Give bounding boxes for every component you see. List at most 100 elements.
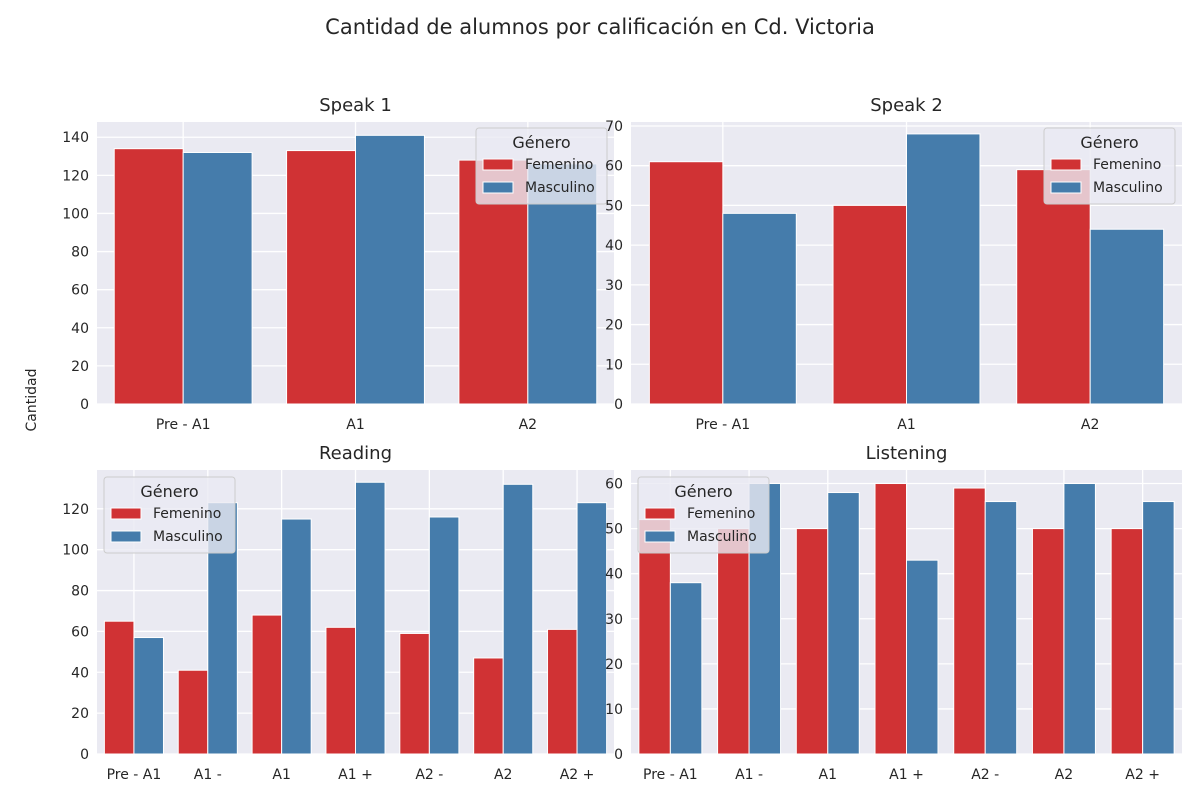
bar-femenino-2 — [1016, 169, 1091, 405]
bar-masculino-6 — [576, 502, 608, 755]
bar-femenino-2 — [795, 528, 829, 755]
y-tick-label: 60 — [71, 283, 89, 299]
legend-swatch-femenino — [644, 507, 676, 520]
y-tick-label: 40 — [605, 238, 623, 254]
bar-femenino-0 — [648, 161, 724, 405]
bar-femenino-0 — [103, 620, 135, 755]
bar-masculino-0 — [722, 212, 797, 405]
bar-masculino-5 — [502, 483, 534, 755]
y-tick-label: 20 — [605, 657, 623, 673]
bar-masculino-0 — [133, 637, 164, 755]
y-tick-label: 50 — [605, 198, 623, 214]
legend: Género Femenino Masculino — [475, 127, 608, 205]
x-tick-label: A2 — [1081, 417, 1099, 433]
y-tick-label: 0 — [80, 397, 89, 413]
y-tick-label: 140 — [62, 130, 89, 146]
y-tick-label: 20 — [605, 318, 623, 334]
x-tick-label: A1 — [819, 767, 837, 783]
figure-suptitle: Cantidad de alumnos por calificación en … — [325, 15, 875, 39]
bar-femenino-4 — [399, 632, 430, 755]
y-tick-label: 30 — [605, 612, 623, 628]
y-tick-label: 0 — [614, 397, 623, 413]
x-tick-label: A1 - — [735, 767, 763, 783]
figure-ylabel: Cantidad — [24, 369, 40, 432]
legend-label-masculino: Masculino — [525, 180, 595, 196]
legend-swatch-masculino — [110, 530, 142, 543]
x-tick-label: A2 — [494, 767, 512, 783]
y-tick-label: 60 — [605, 477, 623, 493]
legend-label-femenino: Femenino — [153, 506, 221, 522]
y-tick-label: 20 — [71, 359, 89, 375]
legend: Género Femenino Masculino — [103, 476, 236, 554]
bar-femenino-1 — [717, 528, 750, 755]
bar-femenino-0 — [638, 519, 671, 755]
bar-femenino-5 — [473, 657, 504, 755]
subplot-3: 0 10 20 30 40 50 60 Pre - A1 A1 - A1 A1 + A2 - A2 A2 … — [605, 443, 1182, 783]
legend-label-femenino: Femenino — [525, 157, 593, 173]
bar-masculino-1 — [906, 133, 981, 405]
x-tick-label: Pre - A1 — [695, 417, 750, 433]
bar-femenino-3 — [874, 483, 907, 755]
y-tick-label: 80 — [71, 584, 89, 600]
bar-femenino-3 — [325, 626, 357, 755]
bar-femenino-6 — [547, 628, 578, 755]
legend-title: Género — [140, 482, 198, 501]
bar-femenino-0 — [113, 148, 184, 405]
legend-swatch-masculino — [482, 181, 514, 194]
legend: Género Femenino Masculino — [637, 476, 770, 554]
subplot-1: 0 10 20 30 40 50 60 70 Pre - A1 A1 A2 Speak 2 Género… — [605, 95, 1182, 433]
bar-masculino-4 — [428, 516, 460, 755]
y-tick-label: 120 — [62, 168, 89, 184]
subplot-title: Listening — [866, 443, 948, 464]
bar-masculino-2 — [1089, 228, 1165, 405]
y-tick-label: 30 — [605, 278, 623, 294]
x-tick-label: A2 + — [1125, 767, 1160, 783]
y-tick-label: 60 — [605, 159, 623, 175]
legend-label-masculino: Masculino — [153, 529, 223, 545]
x-tick-label: A1 — [346, 417, 364, 433]
legend-swatch-femenino — [110, 507, 142, 520]
y-tick-label: 60 — [71, 624, 89, 640]
x-tick-label: A2 + — [560, 767, 595, 783]
y-tick-label: 50 — [605, 522, 623, 538]
bar-masculino-3 — [906, 559, 939, 755]
x-tick-label: Pre - A1 — [107, 767, 162, 783]
bar-masculino-1 — [355, 134, 425, 405]
bar-femenino-1 — [286, 150, 357, 405]
legend-label-masculino: Masculino — [1093, 180, 1163, 196]
x-tick-label: A1 - — [194, 767, 222, 783]
bar-masculino-2 — [827, 492, 860, 755]
y-tick-label: 10 — [605, 702, 623, 718]
y-tick-label: 100 — [62, 543, 89, 559]
legend-title: Género — [512, 133, 570, 152]
x-tick-label: A1 + — [889, 767, 924, 783]
y-tick-label: 0 — [80, 747, 89, 763]
x-tick-label: A1 — [272, 767, 290, 783]
bar-masculino-3 — [355, 481, 386, 755]
y-tick-label: 40 — [71, 321, 89, 337]
bar-femenino-1 — [177, 669, 209, 755]
y-tick-label: 0 — [614, 747, 623, 763]
y-tick-label: 70 — [605, 119, 623, 135]
x-tick-label: A1 — [897, 417, 915, 433]
y-tick-label: 120 — [62, 502, 89, 518]
legend-swatch-femenino — [482, 158, 514, 171]
x-tick-label: A2 - — [415, 767, 443, 783]
subplot-title: Speak 1 — [319, 95, 392, 116]
legend-label-femenino: Femenino — [1093, 157, 1161, 173]
x-tick-label: Pre - A1 — [643, 767, 698, 783]
legend-swatch-masculino — [644, 530, 676, 543]
y-tick-label: 10 — [605, 357, 623, 373]
x-tick-label: A1 + — [338, 767, 373, 783]
y-tick-label: 40 — [71, 665, 89, 681]
legend-swatch-masculino — [1050, 181, 1082, 194]
bar-masculino-4 — [984, 501, 1018, 755]
subplot-title: Speak 2 — [870, 95, 943, 116]
bar-masculino-0 — [669, 582, 703, 755]
subplot-title: Reading — [319, 443, 392, 464]
bar-femenino-2 — [251, 614, 283, 755]
bar-masculino-2 — [281, 518, 312, 755]
legend-title: Género — [674, 482, 732, 501]
